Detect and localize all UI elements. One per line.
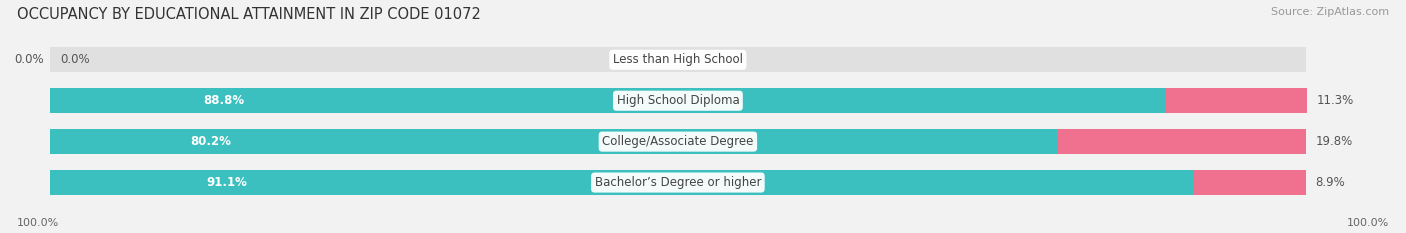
- Text: 11.3%: 11.3%: [1317, 94, 1354, 107]
- Text: Bachelor’s Degree or higher: Bachelor’s Degree or higher: [595, 176, 761, 189]
- Bar: [51, 129, 1057, 154]
- Text: High School Diploma: High School Diploma: [616, 94, 740, 107]
- Text: 91.1%: 91.1%: [207, 176, 247, 189]
- Text: 0.0%: 0.0%: [60, 53, 90, 66]
- Bar: [51, 170, 1194, 195]
- Text: 80.2%: 80.2%: [190, 135, 231, 148]
- Bar: [51, 129, 1306, 154]
- Text: OCCUPANCY BY EDUCATIONAL ATTAINMENT IN ZIP CODE 01072: OCCUPANCY BY EDUCATIONAL ATTAINMENT IN Z…: [17, 7, 481, 22]
- Text: 0.0%: 0.0%: [14, 53, 44, 66]
- Bar: [51, 88, 1166, 113]
- Text: 19.8%: 19.8%: [1316, 135, 1353, 148]
- Bar: [1166, 88, 1306, 113]
- Text: College/Associate Degree: College/Associate Degree: [602, 135, 754, 148]
- Bar: [51, 170, 1306, 195]
- Bar: [51, 47, 1306, 72]
- Text: Less than High School: Less than High School: [613, 53, 742, 66]
- Bar: [1194, 170, 1306, 195]
- Bar: [51, 88, 1306, 113]
- Text: 100.0%: 100.0%: [17, 218, 59, 228]
- Text: 8.9%: 8.9%: [1316, 176, 1346, 189]
- Text: 100.0%: 100.0%: [1347, 218, 1389, 228]
- Text: Source: ZipAtlas.com: Source: ZipAtlas.com: [1271, 7, 1389, 17]
- Text: 88.8%: 88.8%: [202, 94, 243, 107]
- Bar: [1057, 129, 1306, 154]
